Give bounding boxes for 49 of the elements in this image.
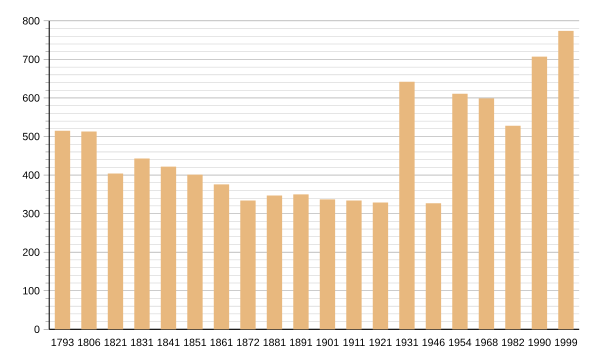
bar — [240, 200, 256, 330]
bar — [214, 184, 230, 330]
x-tick-label: 1841 — [158, 338, 180, 346]
x-tick-label: 1872 — [237, 338, 260, 346]
x-tick-label: 1821 — [104, 338, 127, 346]
bar — [426, 203, 442, 330]
x-tick-label: 1911 — [343, 338, 365, 346]
bar — [293, 194, 309, 330]
x-tick-label: 1954 — [449, 338, 472, 346]
bar — [108, 174, 124, 330]
bar — [372, 202, 388, 330]
y-tick-label: 600 — [22, 94, 40, 102]
y-tick-label: 500 — [22, 132, 40, 140]
y-tick-label: 400 — [22, 172, 40, 179]
bar — [452, 94, 468, 330]
y-tick-label: 100 — [23, 287, 40, 295]
bar — [532, 56, 548, 330]
bar — [81, 132, 97, 330]
x-tick-label: 1921 — [370, 338, 392, 346]
bar — [505, 126, 521, 330]
x-tick-label: 1901 — [316, 338, 339, 346]
y-tick-label: 300 — [22, 210, 40, 218]
bar — [187, 174, 203, 330]
x-tick-label: 1851 — [184, 338, 206, 346]
bar — [558, 31, 574, 330]
x-tick-label: 1982 — [502, 338, 524, 346]
x-tick-label: 1806 — [78, 338, 100, 346]
bar — [160, 166, 176, 330]
y-tick-label: 700 — [22, 56, 40, 64]
x-tick-label: 1968 — [476, 338, 498, 346]
x-tick-label: 1891 — [290, 338, 312, 346]
bar — [266, 196, 282, 330]
x-tick-label: 1831 — [131, 338, 154, 346]
y-tick-label: 800 — [22, 17, 40, 25]
x-tick-label: 1990 — [528, 338, 551, 346]
bar — [399, 82, 415, 330]
x-tick-label: 1999 — [555, 338, 578, 346]
x-tick-label: 1946 — [422, 338, 445, 346]
bar — [346, 200, 362, 330]
bar — [134, 158, 150, 330]
bar — [320, 200, 336, 330]
bar — [478, 98, 494, 330]
x-tick-label: 1931 — [396, 338, 418, 346]
y-tick-label: 0 — [34, 326, 40, 334]
x-tick-label: 1793 — [52, 338, 74, 346]
y-tick-label: 200 — [22, 248, 40, 256]
x-tick-label: 1881 — [264, 338, 286, 346]
bar — [54, 130, 70, 330]
x-tick-label: 1861 — [210, 338, 233, 346]
